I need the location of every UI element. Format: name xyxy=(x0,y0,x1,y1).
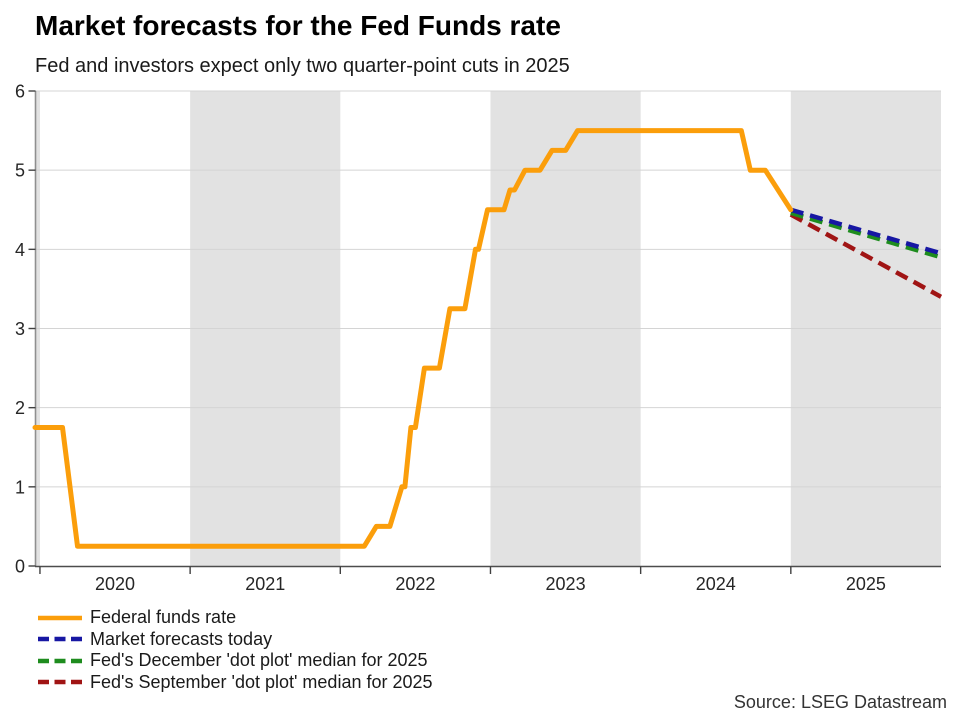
source-note: Source: LSEG Datastream xyxy=(733,692,947,712)
y-tick-label: 4 xyxy=(15,240,25,260)
x-tick-label: 2023 xyxy=(546,574,586,594)
chart-subtitle: Fed and investors expect only two quarte… xyxy=(35,55,570,77)
legend-label: Market forecasts today xyxy=(90,628,273,649)
series-line xyxy=(789,212,943,299)
legend-item: Fed's December 'dot plot' median for 202… xyxy=(38,650,433,672)
series-line xyxy=(32,128,794,549)
legend-item: Federal funds rate xyxy=(38,607,433,629)
legend-label: Fed's September 'dot plot' median for 20… xyxy=(90,671,433,692)
y-tick-label: 6 xyxy=(15,82,25,102)
legend-swatch-line xyxy=(38,680,82,685)
series-line xyxy=(790,207,942,256)
x-tick-label: 2020 xyxy=(95,574,135,594)
legend-swatch-line xyxy=(38,615,82,620)
y-tick-label: 2 xyxy=(15,398,25,418)
legend-item: Fed's September 'dot plot' median for 20… xyxy=(38,672,433,694)
y-tick-label: 3 xyxy=(15,319,25,339)
legend-label: Federal funds rate xyxy=(90,607,237,628)
x-tick-label: 2024 xyxy=(696,574,736,594)
y-tick-label: 1 xyxy=(15,477,25,497)
x-tick-label: 2022 xyxy=(395,574,435,594)
y-tick-label: 5 xyxy=(15,161,25,181)
y-tick-label: 0 xyxy=(15,557,25,577)
x-tick-label: 2021 xyxy=(245,574,285,594)
legend-item: Market forecasts today xyxy=(38,629,433,651)
chart-title: Market forecasts for the Fed Funds rate xyxy=(35,10,561,41)
legend-label: Fed's December 'dot plot' median for 202… xyxy=(90,650,428,671)
legend-swatch-line xyxy=(38,658,82,663)
x-tick-label: 2025 xyxy=(846,574,886,594)
series-line xyxy=(790,210,942,260)
legend-swatch-line xyxy=(38,637,82,642)
legend: Federal funds rate Market forecasts today… xyxy=(38,607,433,693)
